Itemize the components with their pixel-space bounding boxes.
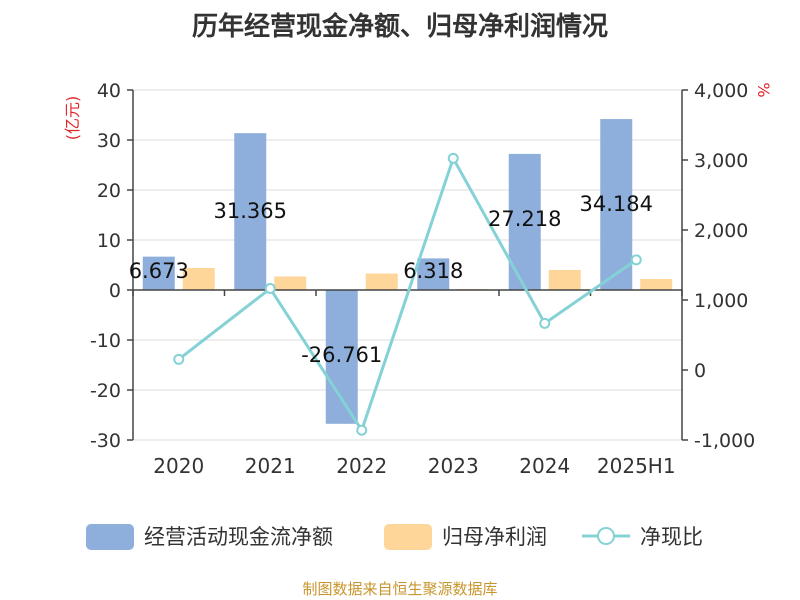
- legend-marker-cash-ratio: [597, 527, 615, 545]
- line-point: [630, 254, 642, 266]
- source-note: 制图数据来自恒生聚源数据库: [302, 580, 498, 598]
- y-right-tick-label: 0: [694, 360, 706, 382]
- bar-data-label: 6.673: [129, 259, 189, 283]
- bar-cashflow: [600, 119, 633, 290]
- y-left-tick-label: -10: [90, 330, 121, 352]
- chart-title: 历年经营现金净额、归母净利润情况: [191, 12, 608, 42]
- bar-net-profit: [274, 276, 307, 290]
- y-right-tick-label: 3,000: [694, 150, 748, 172]
- line-series: [173, 152, 642, 436]
- x-tick-label: 2023: [428, 454, 479, 478]
- y-right-unit: %: [754, 82, 773, 97]
- y-right-tick-label: 1,000: [694, 290, 748, 312]
- bar-data-label: 34.184: [580, 192, 653, 216]
- y-right-tick-label: 4,000: [694, 80, 748, 102]
- bar-net-profit: [640, 279, 673, 290]
- bar-net-profit: [365, 273, 398, 290]
- bar-series: [142, 119, 673, 424]
- bar-cashflow: [234, 133, 267, 290]
- axes: 40 30 20 10 0 -10 -20 -30 (亿元) 4,000 3,000 2,000 1,0…: [63, 80, 773, 478]
- y-left-tick-label: 0: [109, 280, 121, 302]
- x-tick-label: 2020: [153, 454, 204, 478]
- line-cash-ratio: [177, 154, 638, 434]
- y-left-tick-label: 40: [97, 80, 121, 102]
- bar-net-profit: [182, 268, 215, 290]
- y-left-tick-label: 10: [97, 230, 121, 252]
- legend-label-cashflow: 经营活动现金流净额: [144, 525, 333, 549]
- bar-cashflow: [142, 256, 175, 290]
- x-tick-label: 2024: [519, 454, 570, 478]
- legend-label-cash-ratio: 净现比: [640, 525, 703, 549]
- legend-swatch-net-profit: [384, 524, 432, 550]
- line-point: [264, 283, 276, 295]
- legend-swatch-cashflow: [86, 524, 134, 550]
- bar-data-label: -26.761: [301, 343, 382, 367]
- line-point: [356, 424, 368, 436]
- y-left-tick-label: -30: [90, 430, 121, 452]
- bar-net-profit: [548, 270, 581, 290]
- x-tick-label: 2025H1: [597, 454, 676, 478]
- x-tick-label: 2022: [336, 454, 387, 478]
- x-tick-label: 2021: [245, 454, 296, 478]
- y-left-tick-label: 30: [97, 130, 121, 152]
- y-right-tick-label: 2,000: [694, 220, 748, 242]
- line-point: [539, 317, 551, 329]
- y-right-tick-label: -1,000: [694, 430, 755, 452]
- legend-label-net-profit: 归母净利润: [442, 525, 547, 549]
- bar-data-label: 27.218: [488, 207, 561, 231]
- bar-data-label: 31.365: [214, 199, 287, 223]
- y-left-tick-label: -20: [90, 380, 121, 402]
- line-point: [447, 152, 459, 164]
- y-left-tick-label: 20: [97, 180, 121, 202]
- bar-cashflow: [417, 258, 450, 290]
- y-left-unit: (亿元): [63, 96, 82, 141]
- data-labels: 6.673 31.365 -26.761 6.318 27.218 34.184: [129, 192, 653, 367]
- line-point: [173, 353, 185, 365]
- bar-data-label: 6.318: [403, 259, 463, 283]
- legend: 经营活动现金流净额 归母净利润 净现比: [86, 524, 703, 550]
- grid-lines: [133, 89, 682, 441]
